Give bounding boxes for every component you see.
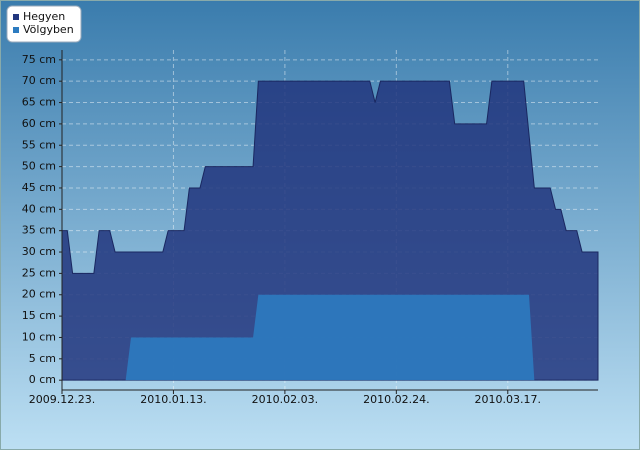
y-tick-label: 65 cm (22, 96, 56, 109)
y-tick-label: 15 cm (22, 309, 56, 322)
legend-label: Völgyben (23, 23, 74, 36)
y-tick-label: 45 cm (22, 181, 56, 194)
area (62, 294, 598, 381)
x-tick-label: 2010.01.13. (140, 393, 206, 406)
y-tick-label: 0 cm (29, 373, 56, 386)
y-tick-label: 10 cm (22, 330, 56, 343)
legend-box (6, 5, 82, 43)
legend-swatch (13, 14, 19, 20)
y-tick-label: 20 cm (22, 288, 56, 301)
y-tick-label: 60 cm (22, 117, 56, 130)
legend-label: Hegyen (23, 10, 65, 23)
y-tick-label: 35 cm (22, 224, 56, 237)
legend-swatch (13, 27, 19, 33)
y-tick-label: 5 cm (29, 352, 56, 365)
y-tick-label: 50 cm (22, 160, 56, 173)
y-tick-label: 40 cm (22, 202, 56, 215)
x-tick-label: 2010.02.03. (252, 393, 318, 406)
y-tick-label: 30 cm (22, 245, 56, 258)
y-tick-label: 70 cm (22, 74, 56, 87)
y-tick-label: 75 cm (22, 53, 56, 66)
y-tick-label: 55 cm (22, 138, 56, 151)
x-tick-label: 2010.02.24. (363, 393, 429, 406)
x-tick-label: 2010.03.17. (475, 393, 541, 406)
x-tick-label: 2009.12.23. (29, 393, 95, 406)
y-tick-label: 25 cm (22, 266, 56, 279)
